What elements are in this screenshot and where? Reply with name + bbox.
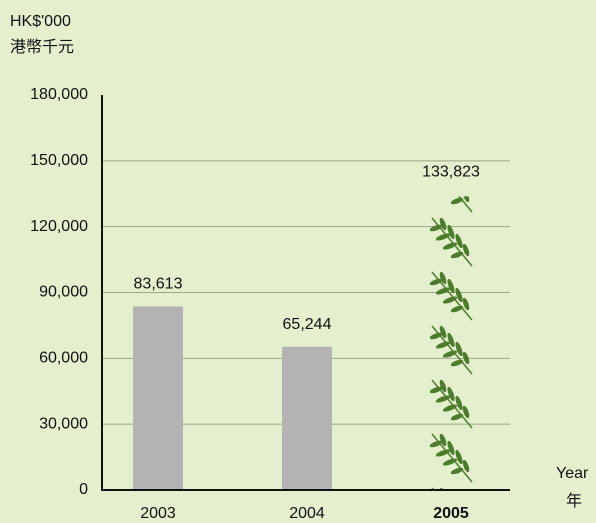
x-axis-label-zh: 年 (566, 492, 582, 510)
x-tick-label: 2005 (433, 505, 469, 522)
value-label: 83,613 (134, 276, 183, 293)
bar (426, 196, 476, 490)
value-label: 65,244 (283, 316, 332, 333)
bar (133, 306, 183, 490)
y-tick-label: 90,000 (39, 284, 88, 301)
x-tick-label: 2003 (140, 505, 176, 522)
y-axis-label: HK$'000 (10, 13, 71, 30)
bar (282, 346, 332, 490)
y-tick-label: 0 (79, 481, 88, 498)
y-tick-label: 30,000 (39, 415, 88, 432)
value-label: 133,823 (422, 164, 480, 181)
y-tick-label: 60,000 (39, 350, 88, 367)
y-tick-label: 120,000 (30, 218, 88, 235)
x-axis-label: Year (556, 465, 589, 482)
y-axis-label-zh: 港幣千元 (10, 38, 74, 56)
y-tick-label: 150,000 (30, 152, 88, 169)
x-tick-label: 2004 (289, 505, 325, 522)
y-tick-label: 180,000 (30, 86, 88, 103)
